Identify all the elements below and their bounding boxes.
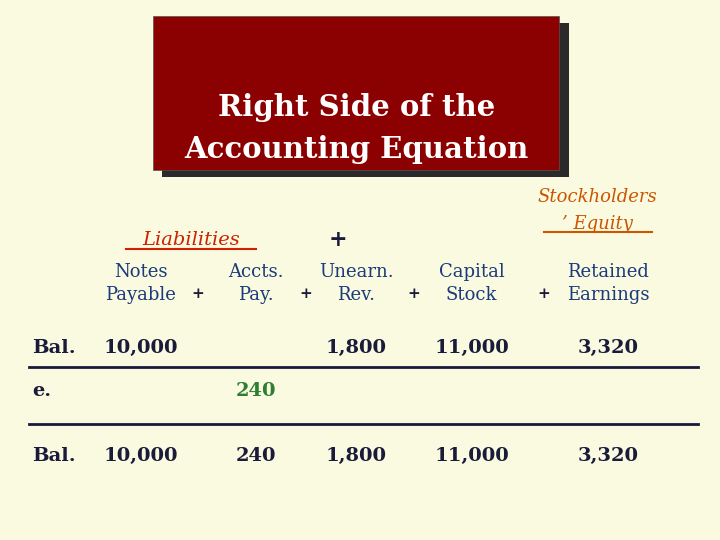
Text: Accounting Equation: Accounting Equation [184, 134, 528, 164]
FancyBboxPatch shape [153, 16, 559, 170]
Text: Bal.: Bal. [32, 447, 76, 465]
Text: Notes
Payable: Notes Payable [105, 264, 176, 303]
Text: 11,000: 11,000 [434, 339, 509, 357]
Text: +: + [192, 287, 204, 301]
Text: Retained
Earnings: Retained Earnings [567, 264, 649, 303]
Text: 240: 240 [235, 447, 276, 465]
Text: +: + [300, 287, 312, 301]
Text: ’ Equity: ’ Equity [562, 215, 633, 233]
Text: +: + [408, 287, 420, 301]
Text: Unearn.
Rev.: Unearn. Rev. [319, 264, 394, 303]
FancyBboxPatch shape [162, 23, 569, 177]
Text: 3,320: 3,320 [578, 339, 639, 357]
Text: Stockholders: Stockholders [538, 188, 657, 206]
Text: Accts.
Pay.: Accts. Pay. [228, 264, 284, 303]
Text: 1,800: 1,800 [326, 447, 387, 465]
Text: 3,320: 3,320 [578, 447, 639, 465]
Text: 11,000: 11,000 [434, 447, 509, 465]
Text: +: + [329, 230, 348, 251]
Text: Right Side of the: Right Side of the [217, 93, 495, 123]
Text: Liabilities: Liabilities [142, 231, 240, 249]
Text: 240: 240 [235, 382, 276, 401]
Text: 10,000: 10,000 [103, 339, 178, 357]
Text: Capital
Stock: Capital Stock [438, 264, 505, 303]
Text: Bal.: Bal. [32, 339, 76, 357]
Text: 10,000: 10,000 [103, 447, 178, 465]
Text: +: + [537, 287, 550, 301]
Text: 1,800: 1,800 [326, 339, 387, 357]
Text: e.: e. [32, 382, 52, 401]
